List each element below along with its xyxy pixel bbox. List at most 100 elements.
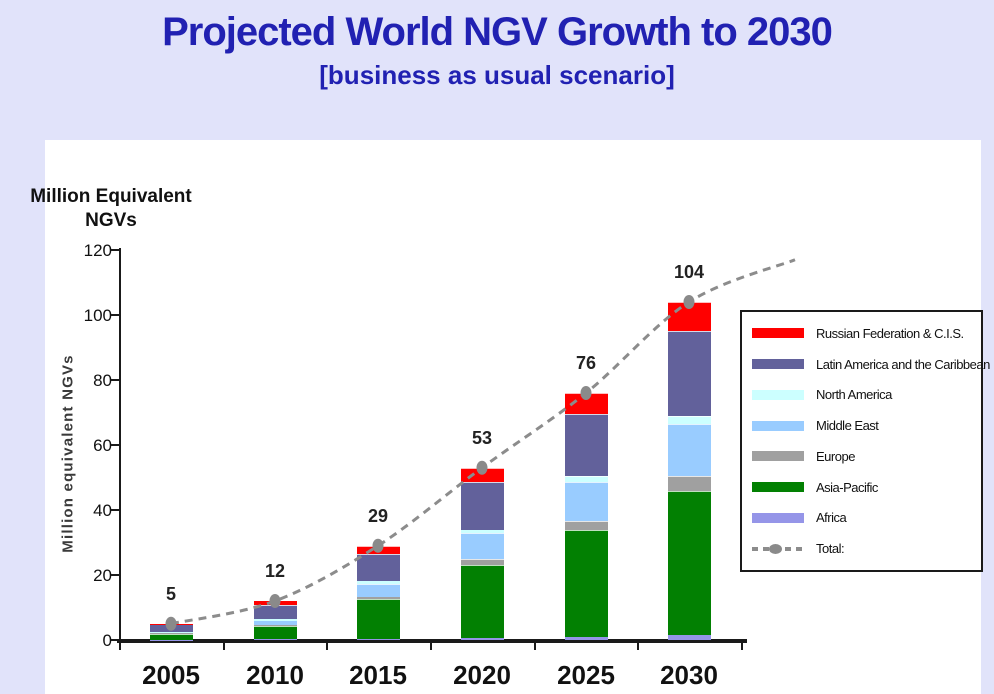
axis-units-caption: Million Equivalent NGVs (2, 185, 220, 233)
bar-segment (564, 529, 608, 637)
bar-segment (460, 482, 504, 530)
bar-segment (564, 414, 608, 476)
total-data-label: 12 (264, 561, 286, 581)
x-tick-mark (222, 642, 225, 650)
y-tick-label: 80 (93, 371, 112, 390)
x-tick-mark (741, 642, 743, 650)
legend-label: North America (816, 387, 892, 403)
legend-item: Russian Federation & C.I.S. (752, 326, 981, 341)
legend-item: North America (752, 387, 981, 402)
legend-total-line-swatch (752, 543, 804, 554)
legend-item-total: Total: (752, 541, 981, 556)
bar-segment (564, 475, 608, 483)
x-tick-mark (533, 642, 536, 650)
bar-segment (149, 624, 193, 632)
legend-swatch (752, 328, 804, 339)
x-category-label: 2030 (660, 660, 718, 690)
x-category-label: 2005 (142, 660, 200, 690)
axis-units-caption-line1: Million Equivalent (30, 186, 192, 207)
bar-segment (667, 635, 711, 640)
legend-box: Russian Federation & C.I.S. Latin America… (740, 310, 990, 572)
bar-segment (564, 482, 608, 522)
y-tick-mark (111, 379, 120, 381)
x-tick-mark (326, 642, 329, 650)
bar-segment (253, 601, 297, 605)
bar-segment (356, 599, 400, 640)
y-tick-label: 100 (83, 306, 112, 325)
bar-segment (356, 581, 400, 585)
legend-swatch (752, 451, 804, 462)
x-tick-mark (430, 642, 432, 650)
bar-segment (149, 631, 193, 633)
y-axis-line (119, 248, 121, 642)
legend-label: Europe (816, 448, 855, 464)
bar-segment (667, 475, 711, 491)
x-tick-mark (119, 642, 121, 650)
y-tick-mark (111, 574, 120, 576)
bar-segment (253, 624, 297, 626)
bar-segment (460, 532, 504, 559)
legend-label: Asia-Pacific (816, 479, 878, 495)
bar-segment (253, 625, 297, 640)
bar-segment (356, 553, 400, 582)
bar-segment (356, 596, 400, 600)
total-data-label: 76 (575, 353, 597, 373)
bar-segment (460, 529, 504, 533)
bar-segment (667, 415, 711, 424)
x-category-label: 2025 (557, 660, 615, 690)
legend-label: Latin America and the Caribbean (816, 356, 990, 372)
x-axis-line (117, 639, 747, 643)
bar-segment (460, 638, 504, 640)
bar-segment (564, 636, 608, 640)
legend-item: Europe (752, 449, 981, 464)
bar-segment (356, 545, 400, 554)
legend-label: Total: (816, 541, 845, 557)
y-tick-mark (111, 249, 120, 251)
bar-segment (149, 639, 193, 641)
total-data-label: 53 (471, 427, 493, 448)
total-data-label: 104 (673, 262, 705, 282)
x-category-label: 2020 (453, 660, 511, 690)
line-marker-icon (769, 543, 782, 554)
y-tick-label: 60 (93, 436, 112, 455)
legend-swatch (752, 512, 804, 523)
bar-segment (460, 467, 504, 483)
legend-swatch (752, 420, 804, 431)
bar-segment (149, 633, 193, 635)
y-tick-mark (111, 444, 120, 446)
y-tick-mark (111, 314, 120, 316)
bar-segment (253, 639, 297, 641)
bar-segment (667, 423, 711, 476)
bar-segment (460, 558, 504, 566)
bar-segment (253, 620, 297, 625)
chart-subtitle: [business as usual scenario] (319, 60, 675, 90)
axis-units-caption-line2: NGVs (85, 210, 137, 231)
y-tick-label: 0 (102, 631, 112, 650)
total-data-label: 29 (367, 505, 389, 526)
bar-segment (253, 619, 297, 621)
legend-swatch (752, 482, 804, 493)
legend-item: Asia-Pacific (752, 480, 981, 495)
x-tick-mark (637, 642, 640, 650)
bar-segment (356, 584, 400, 597)
bar-segment (149, 633, 193, 640)
bar-segment (564, 521, 608, 530)
legend-label: Middle East (816, 418, 879, 434)
y-tick-label: 40 (93, 501, 112, 520)
legend-item: Africa (752, 510, 981, 525)
legend-item: Middle East (752, 418, 981, 433)
x-category-label: 2015 (349, 660, 407, 690)
y-tick-mark (111, 509, 120, 511)
y-tick-mark (111, 639, 120, 641)
legend-swatch (752, 359, 804, 370)
legend-item: Latin America and the Caribbean (752, 357, 990, 372)
bar-segment (460, 565, 504, 639)
bar-segment (149, 623, 193, 625)
y-tick-label: 120 (83, 241, 112, 260)
bar-segment (667, 302, 711, 332)
bar-segment (667, 331, 711, 416)
chart-title: Projected World NGV Growth to 2030 (162, 10, 833, 54)
bar-segment (356, 639, 400, 641)
bar-segment (564, 393, 608, 415)
